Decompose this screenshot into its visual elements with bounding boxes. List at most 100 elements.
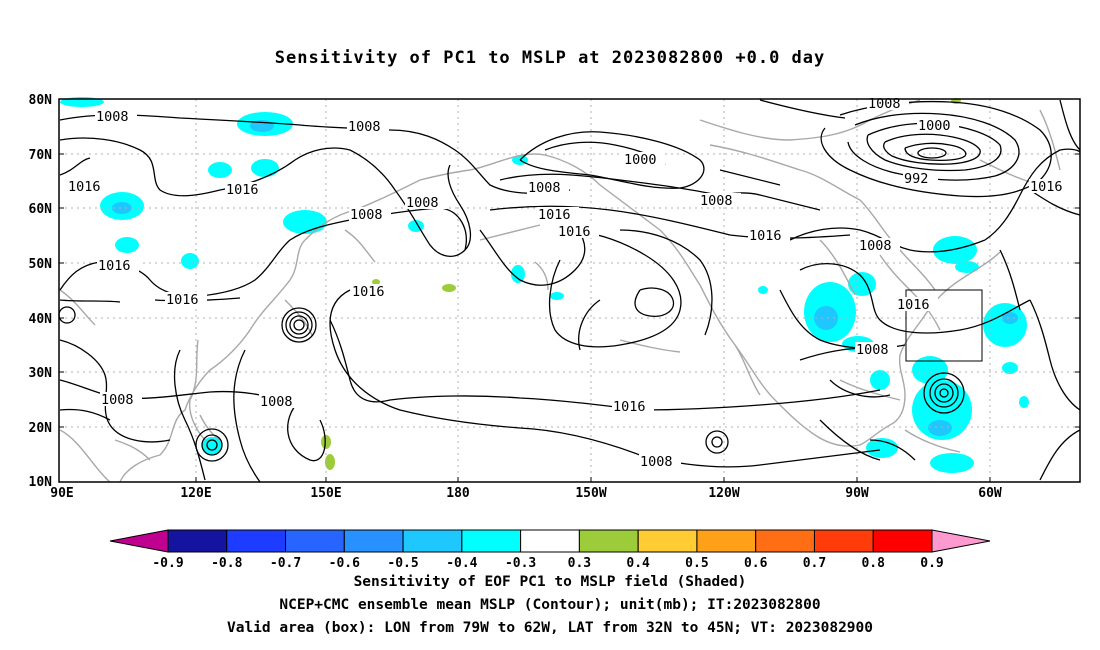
lon-label: 150E [310, 486, 341, 501]
colorbar-segment [461, 529, 522, 553]
valid-area-box [905, 289, 983, 362]
svg-text:1000: 1000 [918, 118, 951, 134]
colorbar-segment [167, 529, 228, 553]
svg-text:1008: 1008 [406, 195, 439, 211]
contour-label: 1016 [165, 292, 207, 308]
contour-label: 1000 [623, 152, 665, 168]
contour-label: 1000 [917, 118, 959, 134]
lon-label: 150W [575, 486, 606, 501]
svg-text:1008: 1008 [260, 394, 293, 410]
colorbar-lower-extend [109, 529, 169, 553]
contour-label: 1016 [612, 399, 654, 415]
lon-label: 90E [50, 486, 73, 501]
contour-label: 992 [903, 171, 938, 187]
contour-label: 1016 [748, 228, 790, 244]
contour-label: 1016 [896, 297, 938, 313]
colorbar-label: 0.8 [861, 556, 885, 571]
colorbar-segment [226, 529, 287, 553]
contour-label: 1016 [1029, 179, 1071, 195]
contour-label: 1016 [557, 224, 599, 240]
lon-label: 180 [446, 486, 470, 501]
colorbar-segment [755, 529, 815, 553]
svg-text:1008: 1008 [96, 109, 129, 125]
svg-text:1016: 1016 [166, 292, 199, 308]
colorbar-segment [520, 529, 580, 553]
colorbar-upper-extend [931, 529, 991, 553]
svg-text:1008: 1008 [101, 392, 134, 408]
colorbar-segment [813, 529, 874, 553]
contour-label: 1016 [67, 179, 109, 195]
lat-label: 70N [29, 148, 53, 163]
svg-text:1016: 1016 [538, 207, 571, 223]
contour-label: 1016 [351, 284, 393, 300]
colorbar-segment [285, 529, 345, 553]
svg-text:1016: 1016 [897, 297, 930, 313]
svg-text:1016: 1016 [558, 224, 591, 240]
contour-label: 1016 [225, 182, 267, 198]
longitude-axis: 90E 120E 150E 180 150W 120W 90W 60W [50, 486, 1002, 501]
colorbar: -0.9 -0.8 -0.7 -0.6 -0.5 -0.4 -0.3 0.3 0.4 0.5 0.6… [109, 529, 991, 571]
colorbar-label: 0.4 [626, 556, 650, 571]
contour-label: 1008 [699, 193, 741, 209]
contour-label: 1008 [349, 207, 391, 223]
lat-label: 20N [29, 421, 53, 436]
svg-text:1016: 1016 [68, 179, 101, 195]
contour-label: 1008 [100, 392, 142, 408]
lat-label: 10N [29, 475, 53, 490]
colorbar-label: 0.9 [920, 556, 943, 571]
colorbar-label: -0.5 [387, 556, 418, 571]
svg-text:1008: 1008 [700, 193, 733, 209]
svg-text:1008: 1008 [350, 207, 383, 223]
contour-label: 1008 [639, 454, 681, 470]
svg-text:1008: 1008 [528, 180, 561, 196]
latitude-axis: 80N 70N 60N 50N 40N 30N 20N 10N [29, 93, 53, 490]
svg-text:1016: 1016 [613, 399, 646, 415]
contour-label: 1008 [527, 180, 569, 196]
contour-label: 1016 [537, 207, 579, 223]
lat-label: 60N [29, 202, 53, 217]
svg-text:1008: 1008 [348, 119, 381, 135]
contour-label-group: 1008 1008 1008 1000 1008 1016 1016 1016 … [67, 96, 1071, 470]
colorbar-label: 0.6 [744, 556, 768, 571]
lat-label: 50N [29, 257, 53, 272]
map-panel: 1008 1008 1008 1000 1008 1016 1016 1016 … [58, 96, 1081, 483]
lon-label: 60W [978, 486, 1002, 501]
contour-label: 1008 [347, 119, 389, 135]
svg-text:1016: 1016 [749, 228, 782, 244]
lat-label: 40N [29, 312, 53, 327]
svg-text:1000: 1000 [624, 152, 657, 168]
mslp-contours [58, 99, 1081, 483]
svg-text:1016: 1016 [226, 182, 259, 198]
colorbar-label: -0.3 [505, 556, 536, 571]
colorbar-segment [343, 529, 404, 553]
svg-text:1008: 1008 [856, 342, 889, 358]
lat-label: 80N [29, 93, 53, 108]
contour-label: 1008 [858, 238, 900, 254]
svg-text:1008: 1008 [640, 454, 673, 470]
svg-text:1008: 1008 [868, 96, 901, 112]
figure-title: Sensitivity of PC1 to MSLP at 2023082800… [274, 48, 826, 68]
colorbar-label: -0.7 [270, 556, 301, 571]
colorbar-segment [637, 529, 698, 553]
colorbar-segment [872, 529, 933, 553]
contour-label: 1016 [97, 258, 139, 274]
colorbar-segment [696, 529, 757, 553]
lon-label: 120W [708, 486, 739, 501]
colorbar-label: -0.8 [211, 556, 242, 571]
contour-label: 1008 [405, 195, 447, 211]
svg-text:1016: 1016 [1030, 179, 1063, 195]
colorbar-label: 0.7 [803, 556, 826, 571]
svg-text:1016: 1016 [352, 284, 385, 300]
svg-text:992: 992 [904, 171, 928, 187]
colorbar-segment [402, 529, 463, 553]
colorbar-label: 0.3 [568, 556, 591, 571]
lon-label: 90W [845, 486, 869, 501]
contour-label: 1008 [855, 342, 897, 358]
caption-contour: NCEP+CMC ensemble mean MSLP (Contour); u… [279, 597, 821, 613]
colorbar-label: -0.9 [152, 556, 183, 571]
colorbar-segment [578, 529, 639, 553]
contour-label: 1008 [95, 109, 137, 125]
colorbar-label: -0.4 [446, 556, 477, 571]
colorbar-label: 0.5 [685, 556, 708, 571]
